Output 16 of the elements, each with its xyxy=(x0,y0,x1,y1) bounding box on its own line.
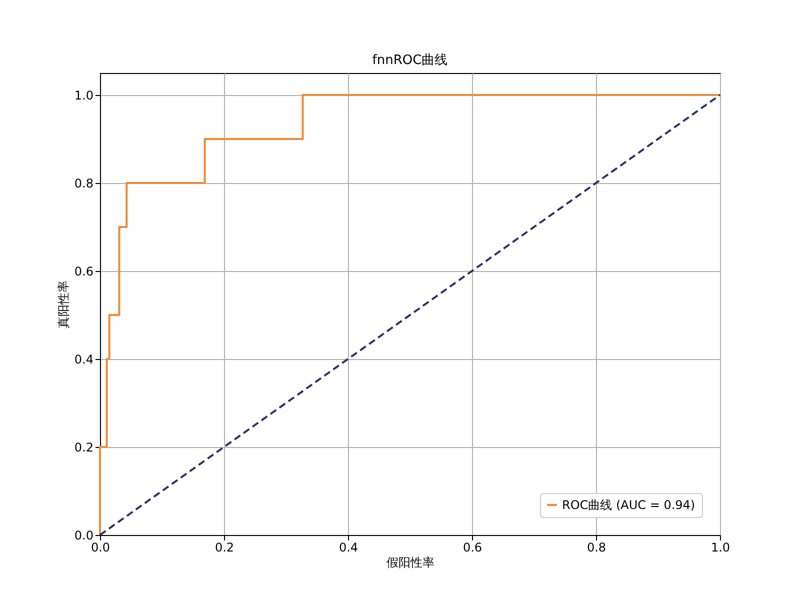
x-tick-label: 0.0 xyxy=(90,540,110,554)
y-tick-label: 0.6 xyxy=(74,264,94,278)
y-tick-label: 0.0 xyxy=(74,528,94,542)
x-axis-title: 假阳性率 xyxy=(386,556,434,570)
y-tick-label: 0.4 xyxy=(74,352,94,366)
x-tick-label: 0.6 xyxy=(462,540,482,554)
y-tick-label: 0.8 xyxy=(74,176,94,190)
x-tick-label: 1.0 xyxy=(710,540,730,554)
y-axis-title: 真阳性率 xyxy=(56,280,70,328)
y-tick-label: 1.0 xyxy=(74,88,94,102)
y-tick-label: 0.2 xyxy=(74,440,94,454)
chart-title: fnnROC曲线 xyxy=(372,53,448,68)
x-tick-label: 0.4 xyxy=(338,540,358,554)
x-tick-label: 0.2 xyxy=(214,540,234,554)
legend-label: ROC曲线 (AUC = 0.94) xyxy=(562,498,696,512)
x-tick-label: 0.8 xyxy=(586,540,606,554)
